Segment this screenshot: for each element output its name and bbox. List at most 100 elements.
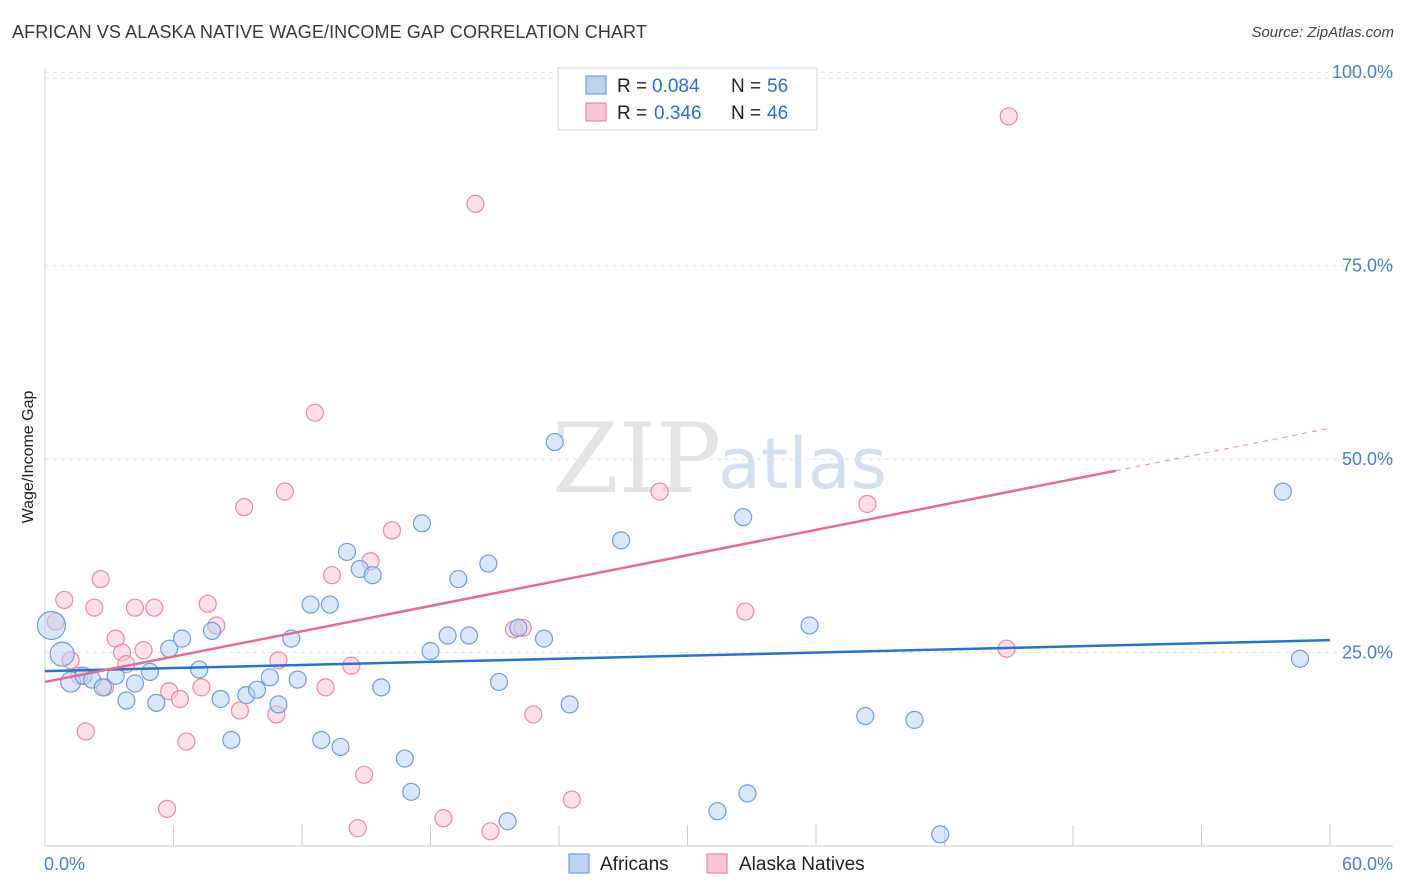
alaska-point-34: [434, 809, 453, 828]
african-point-43: [545, 432, 564, 452]
alaska-point-5: [85, 598, 104, 617]
y-tick-label-100: 100.0%: [1332, 62, 1393, 82]
bottom-legend-swatch-africans: [568, 853, 590, 874]
trend-lines: [44, 427, 1331, 684]
african-point-23: [301, 595, 320, 614]
legend-r-label-alaska: R =: [617, 103, 647, 124]
african-point-36: [449, 569, 468, 589]
legend-n-value-alaska: 46: [767, 103, 788, 124]
african-point-44: [560, 695, 579, 714]
alaska-point-36: [481, 822, 500, 841]
african-point-26: [331, 737, 350, 757]
alaska-point-39: [524, 705, 543, 724]
alaska-point-21: [230, 701, 249, 720]
gridlines: [45, 71, 1393, 654]
african-point-47: [734, 508, 753, 527]
alaska-point-1: [55, 590, 74, 610]
african-point-7: [117, 691, 136, 710]
alaska-point-22: [235, 497, 254, 517]
alaska-point-28: [322, 566, 342, 585]
african-point-24: [312, 730, 331, 750]
african-point-31: [395, 749, 414, 768]
legend-r-value-alaska: 0.346: [654, 103, 702, 124]
african-point-25: [320, 595, 339, 614]
legend-r-value-africans: 0.084: [652, 76, 700, 97]
legend-n-label-alaska: N =: [731, 103, 761, 124]
alaska-point-26: [305, 403, 324, 422]
bottom-legend-label-africans: Africans: [600, 854, 669, 875]
alaska-natives-trend-extension: [1115, 427, 1331, 472]
african-point-38: [479, 554, 498, 573]
african-point-53: [1273, 482, 1292, 501]
watermark-atlas: atlas: [718, 423, 887, 505]
legend-r-label-africans: R =: [617, 76, 647, 97]
african-point-51: [905, 710, 924, 729]
alaska-point-45: [999, 107, 1018, 126]
african-point-20: [269, 695, 288, 714]
alaska-point-19: [198, 594, 217, 613]
alaska-point-16: [170, 689, 190, 709]
african-point-30: [372, 678, 391, 697]
african-point-29: [363, 566, 382, 585]
african-point-41: [509, 618, 528, 637]
african-point-1: [49, 641, 75, 667]
african-point-54: [1290, 649, 1310, 668]
alaska-point-41: [650, 482, 669, 501]
african-point-8: [125, 674, 145, 693]
alaska-point-40: [562, 790, 581, 809]
african-point-13: [190, 660, 209, 679]
african-point-45: [612, 531, 631, 550]
african-point-22: [288, 670, 307, 689]
african-point-46: [708, 802, 727, 821]
african-point-19: [260, 668, 279, 687]
series-africans-points: [36, 432, 1310, 844]
alaska-point-4: [76, 722, 95, 741]
source-credit: Source: ZipAtlas.com: [1251, 24, 1394, 41]
african-point-34: [421, 641, 440, 661]
african-point-42: [534, 629, 554, 648]
african-point-50: [856, 706, 875, 726]
african-point-37: [459, 626, 479, 645]
alaska-point-27: [316, 678, 335, 697]
african-point-0: [36, 610, 67, 641]
axes: [44, 68, 1393, 847]
alaska-point-12: [134, 641, 153, 660]
alaska-point-33: [382, 521, 402, 540]
y-axis-label: Wage/Income Gap: [20, 391, 37, 524]
african-point-18: [247, 680, 267, 699]
alaska-point-42: [736, 602, 755, 621]
african-point-10: [147, 693, 166, 712]
y-tick-label-25: 25.0%: [1342, 643, 1393, 663]
african-point-16: [222, 730, 241, 750]
series-legend: Africans Alaska Natives: [568, 853, 865, 875]
alaska-point-14: [157, 799, 177, 818]
legend-swatch-africans: [585, 75, 607, 95]
alaska-point-13: [145, 598, 164, 617]
african-point-27: [337, 542, 357, 562]
african-point-12: [172, 629, 192, 648]
bottom-legend-label-alaska-natives: Alaska Natives: [739, 854, 865, 875]
african-point-48: [738, 784, 757, 803]
african-point-39: [489, 672, 509, 692]
alaska-point-6: [91, 569, 110, 589]
chart-title: AFRICAN VS ALASKA NATIVE WAGE/INCOME GAP…: [12, 22, 647, 42]
african-point-15: [211, 689, 230, 709]
legend-n-value-africans: 56: [767, 76, 788, 97]
african-point-32: [402, 782, 421, 801]
african-point-5: [93, 678, 112, 697]
y-tick-labels: 25.0% 50.0% 75.0% 100.0%: [1332, 62, 1393, 662]
african-point-14: [202, 621, 222, 640]
alaska-point-17: [177, 732, 196, 751]
african-point-33: [412, 514, 432, 533]
alaska-natives-trend-line: [44, 469, 1117, 684]
x-ticks: [44, 825, 1331, 846]
african-point-49: [800, 616, 819, 635]
legend-n-label-africans: N =: [731, 76, 761, 97]
alaska-point-25: [275, 482, 294, 501]
african-point-40: [498, 812, 517, 831]
bottom-legend-swatch-alaska-natives: [706, 853, 728, 874]
alaska-point-29: [342, 656, 361, 675]
stats-legend: R = 0.084 N = 56 R = 0.346 N = 46: [557, 67, 818, 131]
african-point-52: [931, 825, 950, 844]
